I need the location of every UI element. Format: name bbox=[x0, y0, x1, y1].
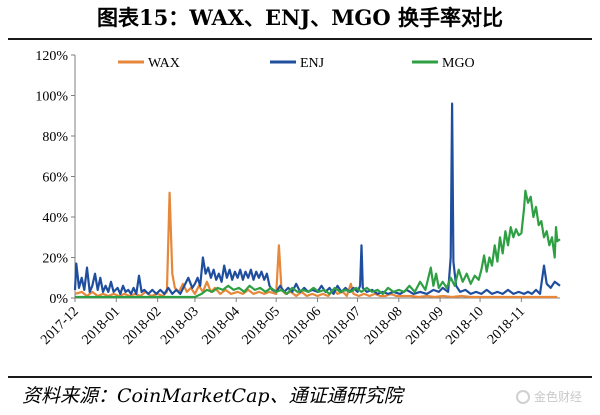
series-line-mgo bbox=[75, 189, 561, 299]
x-tick-label: 2018-08 bbox=[362, 304, 406, 348]
top-divider bbox=[8, 38, 592, 40]
x-tick-label: 2018-01 bbox=[80, 304, 124, 348]
x-tick-label: 2018-09 bbox=[403, 304, 447, 348]
x-tick-label: 2018-11 bbox=[485, 304, 528, 347]
y-tick-label: 100% bbox=[35, 90, 68, 105]
legend-label-wax: WAX bbox=[148, 56, 180, 71]
legend-label-mgo: MGO bbox=[442, 56, 475, 71]
y-tick-label: 120% bbox=[35, 49, 68, 64]
source-note: 资料来源：CoinMarketCap、通证通研究院 bbox=[22, 385, 403, 407]
x-tick-label: 2018-03 bbox=[158, 304, 202, 348]
x-tick-label: 2018-02 bbox=[121, 304, 165, 348]
turnover-line-chart: 0%20%40%60%80%100%120%2017-122018-012018… bbox=[35, 49, 561, 348]
x-tick-label: 2018-07 bbox=[321, 304, 365, 348]
watermark-text: 金色财经 bbox=[533, 390, 582, 404]
axes: 0%20%40%60%80%100%120%2017-122018-012018… bbox=[35, 49, 560, 348]
legend-label-enj: ENJ bbox=[300, 56, 325, 71]
y-tick-label: 80% bbox=[42, 130, 68, 145]
chart-title: 图表15：WAX、ENJ、MGO 换手率对比 bbox=[97, 5, 503, 30]
y-tick-label: 40% bbox=[42, 211, 68, 226]
y-tick-label: 60% bbox=[42, 171, 68, 186]
legend: WAX ENJ MGO bbox=[118, 56, 475, 71]
x-tick-label: 2018-10 bbox=[443, 304, 487, 348]
series-line-wax bbox=[74, 191, 558, 299]
x-tick-label: 2018-04 bbox=[199, 304, 243, 348]
y-tick-label: 0% bbox=[49, 292, 68, 307]
watermark: 金色财经 bbox=[515, 388, 582, 405]
series-layer bbox=[73, 102, 561, 299]
watermark-logo-icon bbox=[515, 389, 530, 404]
bottom-divider bbox=[8, 376, 592, 378]
x-tick-label: 2017-12 bbox=[38, 304, 82, 348]
x-tick-label: 2018-06 bbox=[281, 304, 325, 348]
x-tick-label: 2018-05 bbox=[239, 304, 283, 348]
y-tick-label: 20% bbox=[42, 252, 68, 267]
